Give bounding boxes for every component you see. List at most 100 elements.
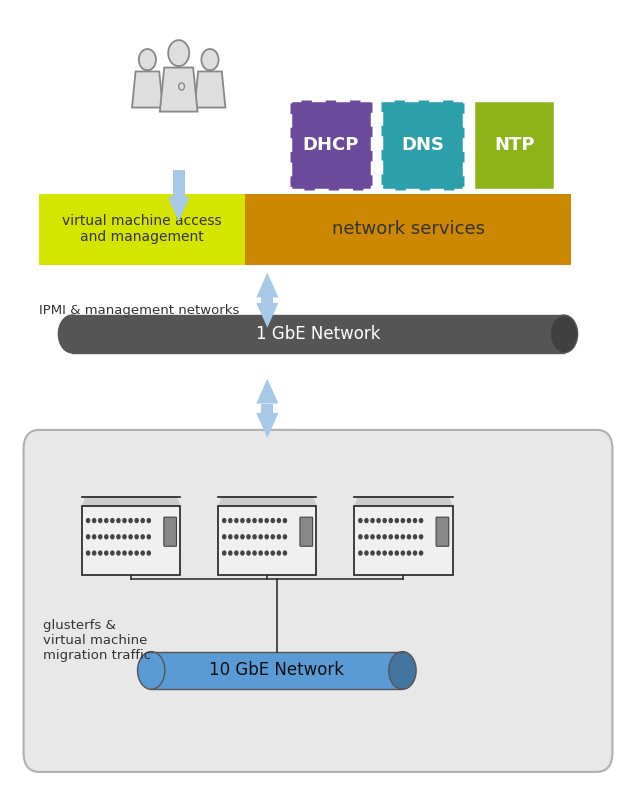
Circle shape [277, 551, 280, 555]
Circle shape [117, 518, 120, 522]
Circle shape [111, 535, 114, 539]
Circle shape [265, 518, 268, 522]
Circle shape [401, 551, 404, 555]
Text: 10 GbE Network: 10 GbE Network [209, 661, 344, 679]
Circle shape [283, 551, 286, 555]
Circle shape [253, 518, 256, 522]
Circle shape [283, 518, 286, 522]
Circle shape [135, 535, 138, 539]
Circle shape [241, 518, 244, 522]
Circle shape [202, 49, 219, 70]
Polygon shape [256, 379, 279, 403]
Circle shape [129, 518, 132, 522]
Polygon shape [256, 303, 279, 327]
Circle shape [259, 535, 262, 539]
Circle shape [420, 535, 423, 539]
Polygon shape [256, 413, 279, 438]
Bar [72, 315, 564, 353]
Text: NTP: NTP [494, 136, 534, 154]
Circle shape [413, 518, 417, 522]
Circle shape [365, 518, 368, 522]
Circle shape [253, 535, 256, 539]
Circle shape [111, 518, 114, 522]
Polygon shape [82, 497, 180, 507]
Circle shape [420, 551, 423, 555]
FancyBboxPatch shape [382, 99, 464, 190]
Circle shape [413, 535, 417, 539]
Bar [151, 652, 403, 690]
Ellipse shape [389, 652, 416, 690]
Circle shape [371, 551, 374, 555]
FancyBboxPatch shape [436, 517, 449, 546]
Text: DHCP: DHCP [303, 136, 359, 154]
Text: network services: network services [332, 220, 485, 238]
Circle shape [86, 518, 90, 522]
Circle shape [371, 535, 374, 539]
Circle shape [147, 518, 150, 522]
Circle shape [407, 535, 410, 539]
Bar [82, 507, 180, 575]
Polygon shape [218, 497, 317, 507]
Circle shape [123, 551, 126, 555]
Circle shape [123, 535, 126, 539]
Bar [172, 170, 185, 196]
Circle shape [135, 518, 138, 522]
Circle shape [168, 40, 189, 66]
Circle shape [247, 551, 250, 555]
Circle shape [383, 535, 386, 539]
Circle shape [139, 49, 156, 70]
Circle shape [129, 551, 132, 555]
Circle shape [420, 518, 423, 522]
Circle shape [141, 551, 144, 555]
Circle shape [223, 518, 226, 522]
Circle shape [401, 535, 404, 539]
FancyBboxPatch shape [473, 99, 555, 190]
Circle shape [123, 518, 126, 522]
Circle shape [395, 551, 398, 555]
Circle shape [265, 551, 268, 555]
Circle shape [147, 535, 150, 539]
Circle shape [389, 535, 392, 539]
Circle shape [235, 535, 238, 539]
Circle shape [229, 518, 232, 522]
Ellipse shape [137, 652, 165, 690]
Circle shape [99, 551, 102, 555]
Circle shape [141, 535, 144, 539]
Circle shape [277, 535, 280, 539]
Circle shape [395, 518, 398, 522]
Circle shape [365, 535, 368, 539]
Circle shape [141, 518, 144, 522]
Circle shape [117, 535, 120, 539]
Circle shape [371, 518, 374, 522]
Polygon shape [256, 273, 279, 297]
Circle shape [241, 535, 244, 539]
Circle shape [105, 535, 108, 539]
FancyBboxPatch shape [300, 517, 313, 546]
Circle shape [93, 535, 96, 539]
Ellipse shape [59, 315, 86, 353]
Circle shape [247, 535, 250, 539]
FancyBboxPatch shape [164, 517, 176, 546]
Circle shape [383, 551, 386, 555]
Polygon shape [195, 72, 225, 107]
Circle shape [93, 518, 96, 522]
Circle shape [229, 535, 232, 539]
Circle shape [271, 535, 274, 539]
Ellipse shape [550, 315, 577, 353]
Circle shape [253, 551, 256, 555]
Circle shape [407, 551, 410, 555]
Circle shape [99, 535, 102, 539]
Circle shape [401, 518, 404, 522]
Circle shape [259, 551, 262, 555]
Bar [354, 507, 453, 575]
Polygon shape [354, 497, 453, 507]
Circle shape [117, 551, 120, 555]
Circle shape [86, 551, 90, 555]
Circle shape [407, 518, 410, 522]
Circle shape [105, 518, 108, 522]
Circle shape [265, 535, 268, 539]
Circle shape [86, 535, 90, 539]
Circle shape [241, 551, 244, 555]
Circle shape [271, 551, 274, 555]
Circle shape [147, 551, 150, 555]
